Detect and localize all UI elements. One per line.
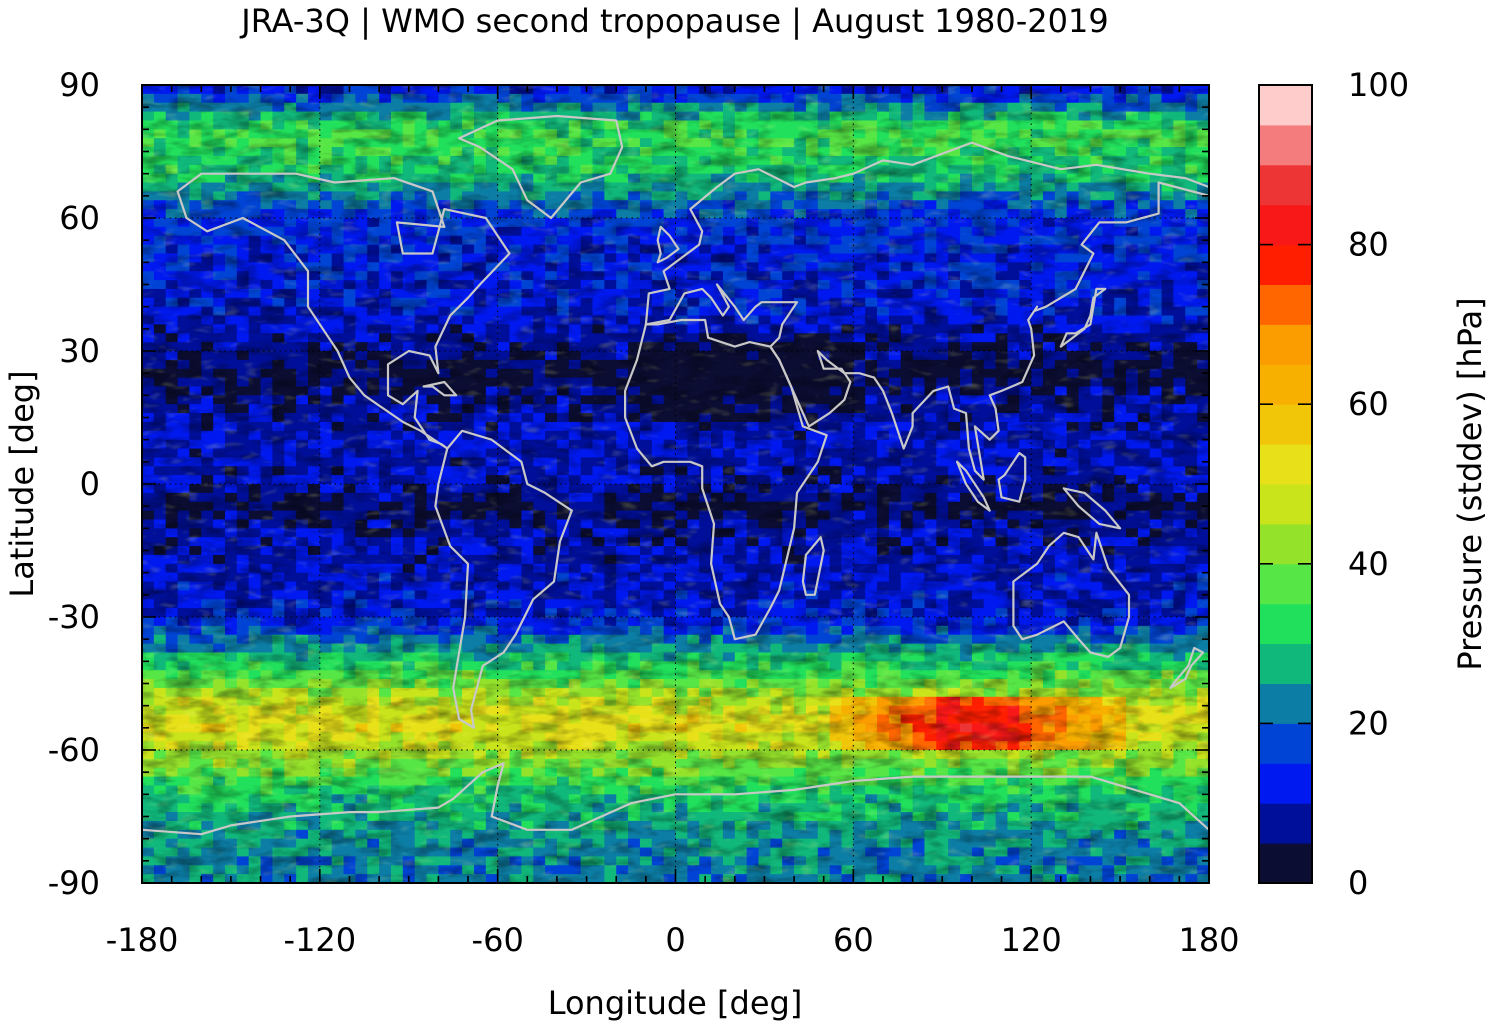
chart-title: JRA-3Q | WMO second tropopause | August … [239, 2, 1108, 40]
